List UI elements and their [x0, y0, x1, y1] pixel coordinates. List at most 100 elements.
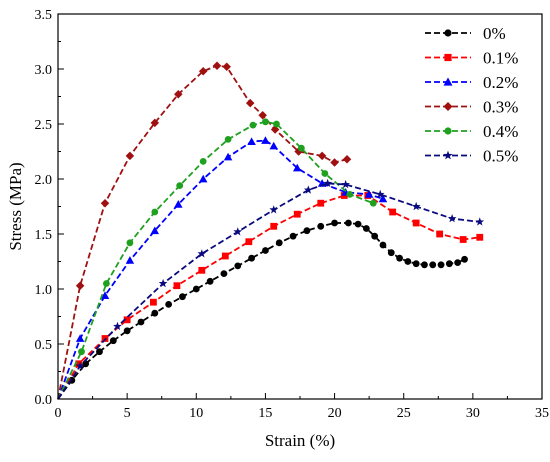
series-line [57, 139, 384, 400]
data-point [150, 298, 157, 306]
data-point [221, 252, 229, 260]
y-tick-label: 2.0 [35, 173, 53, 188]
data-point [96, 348, 103, 356]
data-point [198, 266, 206, 274]
data-point [404, 258, 412, 265]
data-point [75, 281, 85, 290]
data-point [261, 136, 270, 144]
data-point [75, 334, 85, 342]
data-point [269, 141, 278, 150]
data-point [411, 201, 421, 211]
data-point [247, 137, 256, 145]
data-point [176, 182, 184, 190]
data-point [103, 280, 110, 287]
data-point [317, 199, 325, 207]
data-point [289, 232, 297, 240]
y-tick-label: 2.5 [35, 118, 53, 133]
x-axis-label: Strain (%) [265, 431, 335, 450]
series-line [57, 222, 465, 400]
y-tick-label: 0.5 [35, 338, 53, 353]
data-point [476, 233, 484, 241]
data-point [292, 163, 302, 172]
data-point [330, 158, 339, 167]
y-axis-label: Stress (MPa) [6, 162, 25, 250]
legend-label: 0.5% [483, 147, 518, 166]
data-point [379, 241, 387, 249]
data-point [78, 348, 85, 356]
data-point [412, 260, 420, 268]
data-point [297, 144, 305, 152]
series-4 [57, 118, 377, 400]
data-point [475, 217, 485, 226]
data-point [341, 179, 350, 189]
data-point [113, 321, 122, 331]
data-point [197, 249, 207, 258]
data-point [245, 98, 255, 108]
legend: 0% 0.1% 0.2% 0.3% 0.4% 0.5% [425, 24, 518, 166]
x-tick-label: 15 [258, 406, 272, 421]
series-line [57, 182, 480, 400]
data-point [270, 125, 280, 134]
data-point [436, 230, 444, 238]
series-5 [57, 178, 485, 400]
series-2 [57, 136, 388, 400]
data-point [262, 247, 269, 254]
series-group [57, 61, 485, 400]
data-point [179, 293, 186, 301]
data-point [443, 150, 453, 160]
data-point [369, 199, 377, 207]
data-point [126, 239, 134, 247]
data-point [389, 208, 397, 216]
legend-label: 0.4% [483, 122, 518, 141]
data-point [303, 227, 311, 235]
data-point [174, 90, 183, 99]
data-point [454, 259, 462, 266]
data-point [262, 118, 269, 126]
y-tick-label: 3.0 [35, 63, 53, 78]
data-point [245, 238, 253, 246]
data-point [125, 151, 135, 161]
data-point [303, 185, 313, 194]
x-tick-label: 10 [189, 406, 203, 421]
data-point [100, 291, 110, 299]
data-point [173, 282, 181, 290]
y-tick-label: 1.5 [35, 228, 53, 243]
data-point [317, 222, 325, 230]
data-point [443, 77, 453, 86]
plot-frame [57, 13, 543, 400]
data-point [317, 151, 327, 161]
series-3 [57, 61, 352, 400]
data-point [248, 254, 256, 262]
data-point [270, 222, 278, 230]
data-point [234, 262, 242, 270]
axis-ticks: 0 5 10 15 20 25 30 35 0.0 0.5 1.0 1.5 2.0 2.5 3.0 3.5 [35, 8, 550, 421]
data-point [192, 285, 200, 293]
x-tick-label: 35 [535, 406, 549, 421]
data-point [151, 309, 159, 317]
data-point [387, 249, 395, 257]
data-point [342, 154, 352, 164]
data-point [421, 261, 428, 269]
data-point [212, 61, 222, 70]
legend-label: 0.1% [483, 49, 518, 68]
data-point [323, 178, 333, 188]
legend-entry: 0.1% [425, 49, 518, 68]
data-point [331, 219, 338, 227]
x-tick-label: 30 [466, 406, 480, 421]
data-point [75, 361, 85, 370]
legend-label: 0% [483, 24, 506, 43]
x-tick-label: 5 [124, 406, 131, 421]
data-point [412, 219, 420, 227]
data-point [345, 219, 352, 227]
series-0 [57, 219, 468, 400]
data-point [151, 208, 159, 216]
data-point [396, 254, 403, 262]
y-tick-label: 3.5 [35, 8, 53, 23]
data-point [198, 66, 208, 76]
legend-entry: 0% [425, 24, 506, 43]
data-point [158, 278, 168, 288]
data-point [375, 189, 385, 199]
data-point [123, 327, 131, 335]
series-line [57, 64, 348, 400]
